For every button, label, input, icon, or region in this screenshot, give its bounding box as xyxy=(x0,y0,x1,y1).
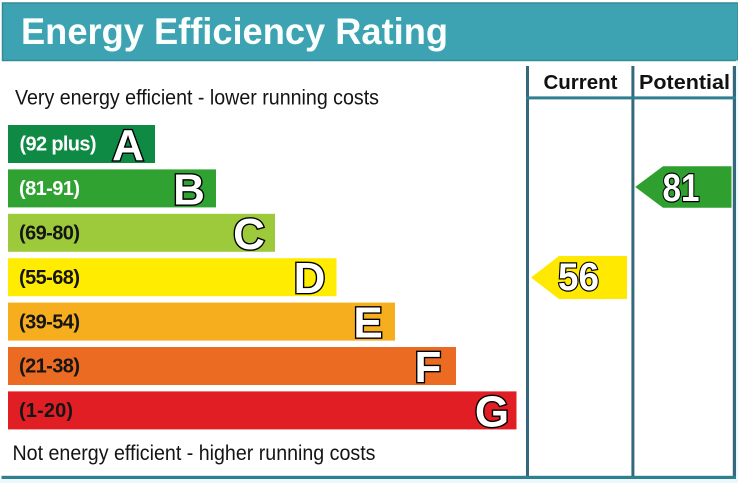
svg-text:E: E xyxy=(353,299,382,348)
svg-text:Not energy efficient - higher: Not energy efficient - higher running co… xyxy=(13,442,376,465)
svg-text:(21-38): (21-38) xyxy=(19,356,80,378)
svg-text:F: F xyxy=(415,343,442,392)
svg-text:G: G xyxy=(475,387,509,436)
svg-text:Current: Current xyxy=(543,71,617,94)
svg-text:(55-68): (55-68) xyxy=(19,267,80,289)
svg-text:(69-80): (69-80) xyxy=(19,223,80,245)
svg-text:81: 81 xyxy=(663,167,700,210)
svg-text:(39-54): (39-54) xyxy=(19,311,80,333)
svg-text:(1-20): (1-20) xyxy=(19,400,73,422)
svg-text:56: 56 xyxy=(558,256,599,299)
svg-text:Very energy efficient - lower: Very energy efficient - lower running co… xyxy=(15,87,379,110)
svg-text:(81-91): (81-91) xyxy=(19,178,80,200)
svg-text:(92 plus): (92 plus) xyxy=(20,134,97,156)
svg-text:Energy Efficiency Rating: Energy Efficiency Rating xyxy=(21,11,448,52)
svg-text:D: D xyxy=(294,254,326,303)
svg-text:Potential: Potential xyxy=(639,71,730,94)
svg-text:C: C xyxy=(233,210,265,259)
svg-text:B: B xyxy=(173,165,205,214)
svg-text:A: A xyxy=(112,121,144,170)
